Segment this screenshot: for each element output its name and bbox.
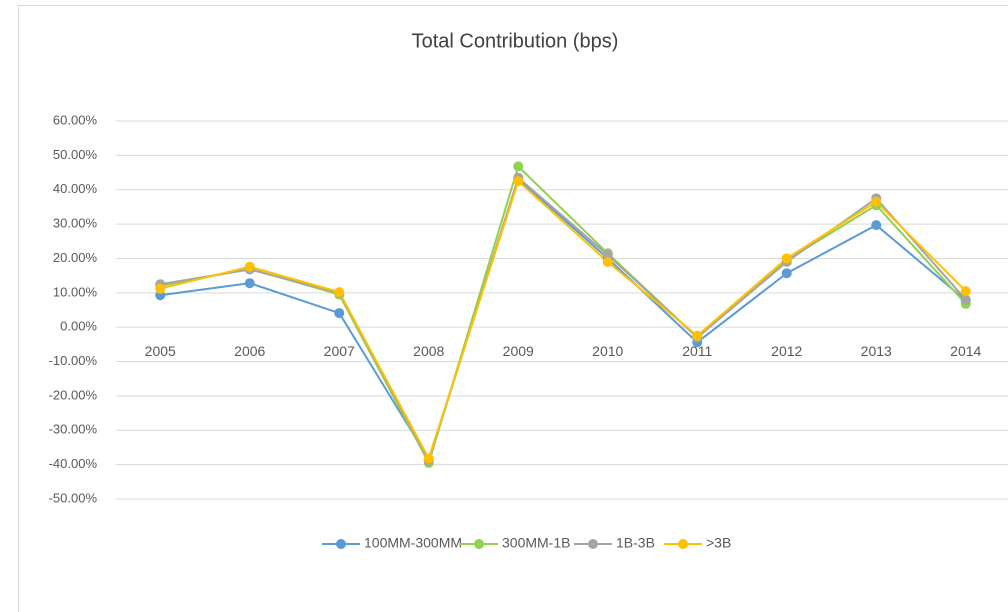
y-tick-label: -50.00%	[49, 490, 98, 505]
y-tick-label: -10.00%	[49, 353, 98, 368]
series-line	[160, 176, 967, 462]
y-tick-label: 30.00%	[53, 216, 98, 231]
y-tick-label: -40.00%	[49, 456, 98, 471]
chart-title: Total Contribution (bps)	[412, 30, 619, 52]
marker	[244, 261, 255, 272]
marker	[602, 256, 613, 267]
y-tick-label: 0.00%	[60, 319, 97, 334]
y-tick-label: 60.00%	[53, 112, 98, 127]
y-tick-label: 40.00%	[53, 181, 98, 196]
y-tick-label: 50.00%	[53, 147, 98, 162]
x-tick-label: 2013	[861, 343, 892, 359]
x-tick-label: 2014	[950, 343, 981, 359]
legend-marker	[336, 539, 346, 549]
x-tick-label: 2012	[771, 343, 802, 359]
marker	[960, 294, 971, 305]
marker	[155, 283, 166, 294]
y-tick-label: 20.00%	[53, 250, 98, 265]
x-tick-label: 2010	[592, 343, 623, 359]
x-tick-label: 2007	[324, 343, 355, 359]
chart-border	[18, 5, 1008, 612]
x-tick-label: 2005	[145, 343, 176, 359]
marker	[244, 278, 255, 289]
x-tick-label: 2011	[682, 343, 712, 359]
marker	[781, 253, 792, 264]
marker	[871, 196, 882, 207]
legend-marker	[678, 539, 688, 549]
legend-label: 100MM-300MM	[364, 535, 462, 551]
x-tick-label: 2009	[503, 343, 534, 359]
legend-marker	[588, 539, 598, 549]
y-tick-label: -20.00%	[49, 387, 98, 402]
legend-label: >3B	[706, 535, 731, 551]
y-tick-label: 10.00%	[53, 284, 98, 299]
legend-label: 300MM-1B	[502, 535, 570, 551]
marker	[871, 220, 882, 231]
marker	[692, 330, 703, 341]
series-line	[160, 179, 967, 461]
legend-marker	[474, 539, 484, 549]
marker	[960, 286, 971, 297]
marker	[334, 287, 345, 298]
marker	[513, 176, 524, 187]
x-tick-label: 2006	[234, 343, 265, 359]
marker	[781, 268, 792, 279]
marker	[602, 250, 613, 261]
x-tick-label: 2008	[413, 343, 444, 359]
legend-label: 1B-3B	[616, 535, 655, 551]
marker	[423, 453, 434, 464]
y-tick-label: -30.00%	[49, 422, 98, 437]
marker	[513, 161, 524, 172]
marker	[334, 308, 345, 319]
